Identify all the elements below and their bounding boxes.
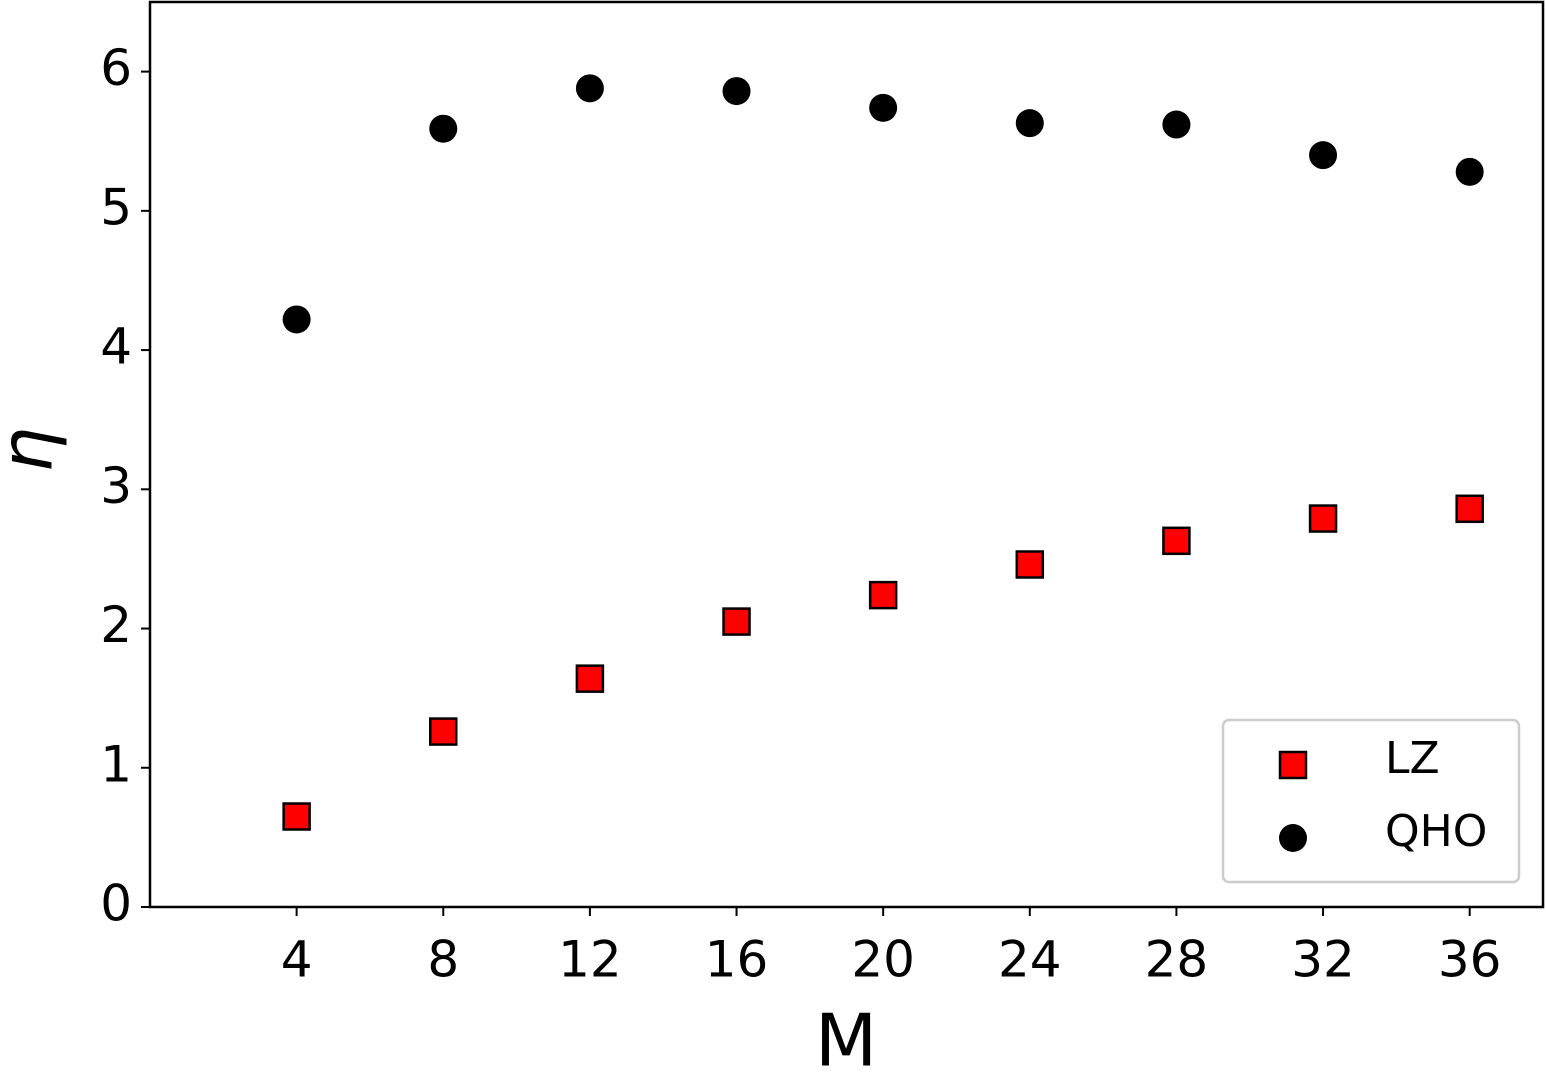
marker (1015, 109, 1044, 138)
plot-frame (148, 0, 1545, 909)
x-tick-label: 4 (281, 931, 313, 989)
marker (575, 664, 605, 693)
y-tick-label: 0 (100, 875, 132, 933)
y-tick-label: 3 (100, 457, 132, 515)
marker (868, 580, 898, 610)
marker (575, 74, 604, 103)
y-tick-label: 2 (100, 596, 132, 654)
marker (429, 717, 458, 746)
marker (722, 607, 751, 636)
x-tick-label: 20 (851, 931, 915, 989)
legend-box (1221, 718, 1521, 884)
y-tick-label: 6 (100, 39, 132, 97)
marker (1455, 494, 1484, 524)
legend-marker (1278, 750, 1308, 780)
x-tick-label: 24 (998, 931, 1062, 989)
marker (722, 77, 751, 106)
legend-marker (1279, 824, 1307, 852)
x-axis-label: M (815, 999, 877, 1077)
marker (1308, 504, 1338, 533)
marker (282, 802, 311, 831)
y-tick-label: 1 (100, 735, 132, 793)
marker (1015, 550, 1045, 579)
x-tick-label: 28 (1145, 931, 1209, 989)
y-tick-label: 4 (100, 318, 132, 376)
marker (1309, 141, 1338, 170)
x-tick-label: 8 (427, 931, 459, 989)
marker (282, 305, 311, 334)
marker (1162, 526, 1191, 556)
x-tick-label: 32 (1291, 931, 1355, 989)
marker (869, 93, 898, 122)
y-axis-label: η (0, 427, 69, 473)
marker (1162, 110, 1191, 139)
marker (1455, 157, 1484, 186)
legend-label: LZ (1385, 733, 1440, 784)
x-tick-label: 12 (558, 931, 622, 989)
y-tick-label: 5 (100, 178, 132, 236)
x-tick-label: 16 (705, 931, 769, 989)
x-tick-label: 36 (1438, 931, 1502, 989)
marker (429, 114, 458, 143)
legend-label: QHO (1385, 806, 1487, 857)
